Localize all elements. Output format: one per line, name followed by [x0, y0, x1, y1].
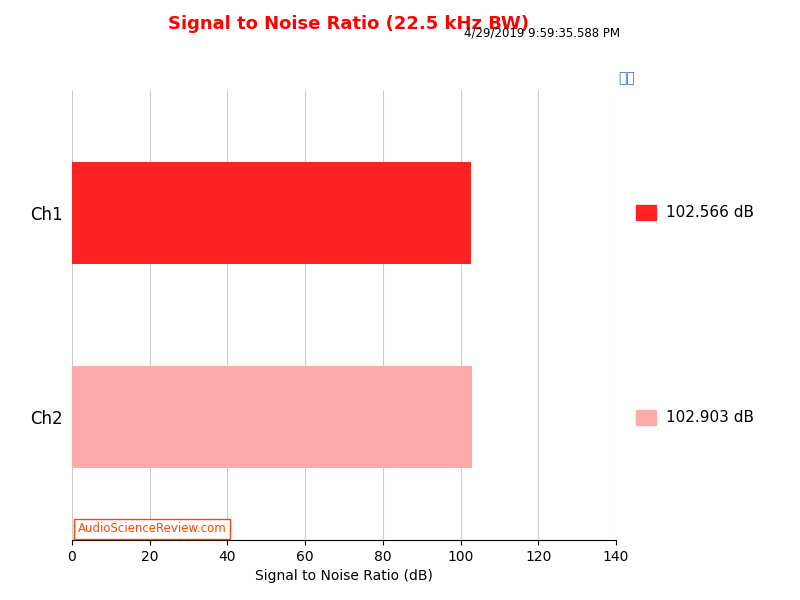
- Text: 102.566 dB: 102.566 dB: [666, 205, 754, 220]
- Text: Signal to Noise Ratio (22.5 kHz BW): Signal to Noise Ratio (22.5 kHz BW): [167, 15, 529, 33]
- Text: 102.903 dB: 102.903 dB: [666, 410, 754, 425]
- Text: AudioScienceReview.com: AudioScienceReview.com: [78, 523, 226, 535]
- Bar: [72, 366, 472, 469]
- Bar: [72, 161, 470, 264]
- Text: ⒶⓉ: ⒶⓉ: [618, 71, 635, 85]
- X-axis label: Signal to Noise Ratio (dB): Signal to Noise Ratio (dB): [255, 569, 433, 583]
- Text: 4/29/2019 9:59:35.588 PM: 4/29/2019 9:59:35.588 PM: [464, 27, 620, 40]
